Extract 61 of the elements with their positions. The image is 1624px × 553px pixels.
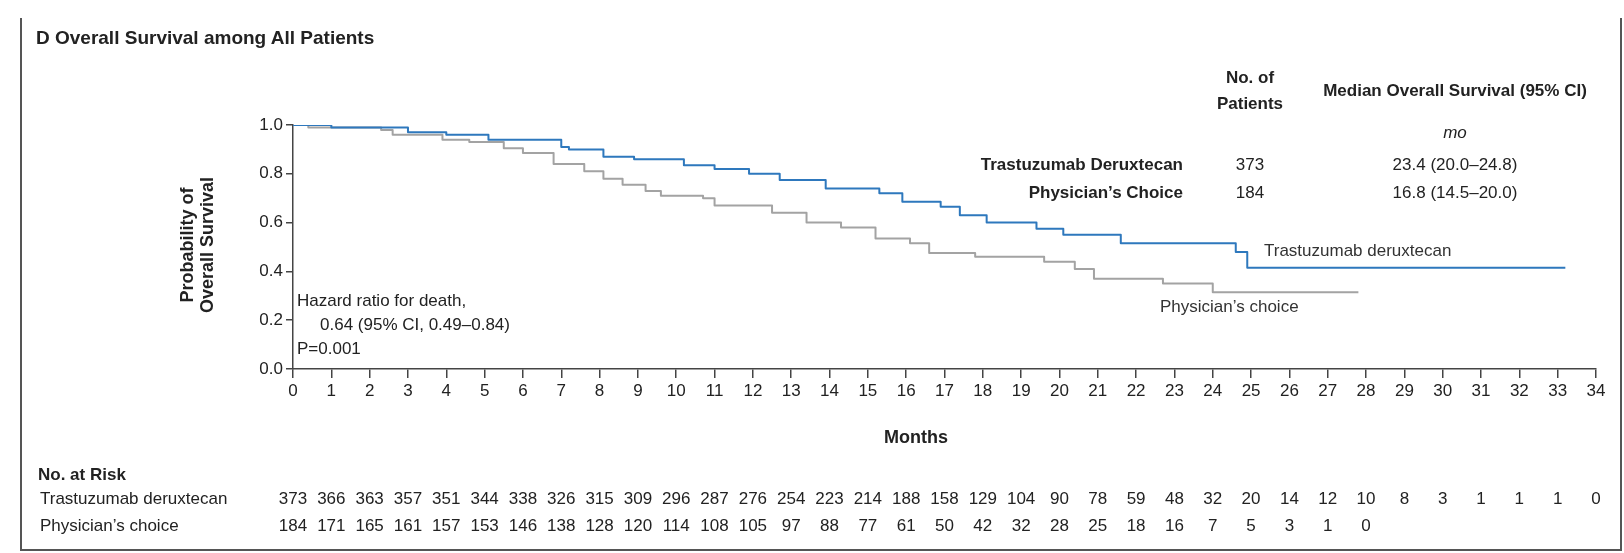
chart-title: D Overall Survival among All Patients — [36, 27, 375, 48]
x-tick-label: 29 — [1394, 380, 1414, 400]
annotation: 16.8 (14.5–20.0) — [1392, 183, 1518, 203]
x-tick-label: 14 — [820, 380, 839, 400]
x-tick-label: 1 — [326, 380, 337, 400]
x-tick-label: 16 — [896, 380, 916, 400]
x-tick-label: 31 — [1471, 380, 1491, 400]
x-tick-label: 25 — [1241, 380, 1261, 400]
x-tick-label: 0 — [288, 380, 298, 400]
x-tick-label: 3 — [403, 380, 413, 400]
x-tick-label: 4 — [441, 380, 452, 400]
x-tick-label: 26 — [1279, 380, 1299, 400]
text: No. at Risk — [38, 465, 126, 485]
x-tick-label: 17 — [935, 380, 954, 400]
x-tick-label: 18 — [973, 380, 993, 400]
y-tick-label: 0.2 — [259, 309, 283, 329]
x-tick-label: 13 — [781, 380, 801, 400]
annotation: 373 — [1235, 155, 1265, 175]
x-tick-label: 10 — [666, 380, 686, 400]
y-tick-label: 0.0 — [259, 358, 283, 378]
x-tick-label: 24 — [1203, 380, 1223, 400]
text: Trastuzumab deruxtecan 373 366 363 357 351 344 338 326 315 309 296 287 276 254 223 214 188 158 129 104 90 78 59 48 32 20 14 12 10 8 3 1 1 1 0 — [40, 489, 1601, 508]
y-axis-title: Probability of Overall Survival — [177, 175, 217, 316]
annotation: mo — [1443, 123, 1467, 143]
annotation: 184 — [1235, 183, 1265, 203]
y-tick-label: 0.8 — [259, 163, 283, 183]
x-tick-label: 6 — [518, 380, 528, 400]
x-tick-label: 34 — [1586, 380, 1606, 400]
series-label: Physician’s choice — [1160, 296, 1299, 316]
series-label: Trastuzumab deruxtecan — [1264, 240, 1452, 260]
annotation: 23.4 (20.0–24.8) — [1392, 155, 1518, 175]
x-tick-label: 30 — [1433, 380, 1453, 400]
text: Physician’s choice 184 171 165 161 157 153 146 138 128 120 114 108 105 97 88 77 61 50 42 32 28 25 18 16 7 5 3 1 0 — [40, 516, 1371, 535]
annotation: 0.64 (95% CI, 0.49–0.84) — [320, 315, 510, 335]
annotation: Hazard ratio for death, — [297, 291, 467, 311]
x-tick-label: 12 — [743, 380, 763, 400]
y-tick-label: 1.0 — [259, 114, 283, 134]
annotation: Physician’s Choice — [1028, 183, 1183, 203]
x-tick-label: 28 — [1356, 380, 1376, 400]
x-tick-label: 11 — [705, 380, 724, 400]
x-tick-label: 9 — [633, 380, 643, 400]
y-tick-label: 0.4 — [259, 261, 283, 281]
x-tick-label: 5 — [479, 380, 490, 400]
x-tick-label: 15 — [858, 380, 878, 400]
x-tick-label: 32 — [1509, 380, 1529, 400]
x-tick-label: 20 — [1050, 380, 1069, 400]
x-tick-label: 7 — [556, 380, 566, 400]
x-tick-label: 21 — [1088, 380, 1108, 400]
x-tick-label: 33 — [1548, 380, 1568, 400]
x-axis-title: Months — [884, 427, 948, 447]
x-tick-label: 23 — [1164, 380, 1184, 400]
x-tick-label: 19 — [1011, 380, 1031, 400]
x-tick-label: 22 — [1126, 380, 1146, 400]
text: Median Overall Survival (95% CI) — [1322, 80, 1588, 102]
y-tick-label: 0.6 — [259, 212, 283, 232]
annotation: P=0.001 — [297, 339, 361, 359]
x-tick-label: 8 — [594, 380, 605, 400]
annotation: Trastuzumab Deruxtecan — [980, 155, 1183, 175]
text: No. of Patients — [1215, 67, 1285, 115]
x-tick-label: 2 — [364, 380, 375, 400]
x-tick-label: 27 — [1318, 380, 1338, 400]
